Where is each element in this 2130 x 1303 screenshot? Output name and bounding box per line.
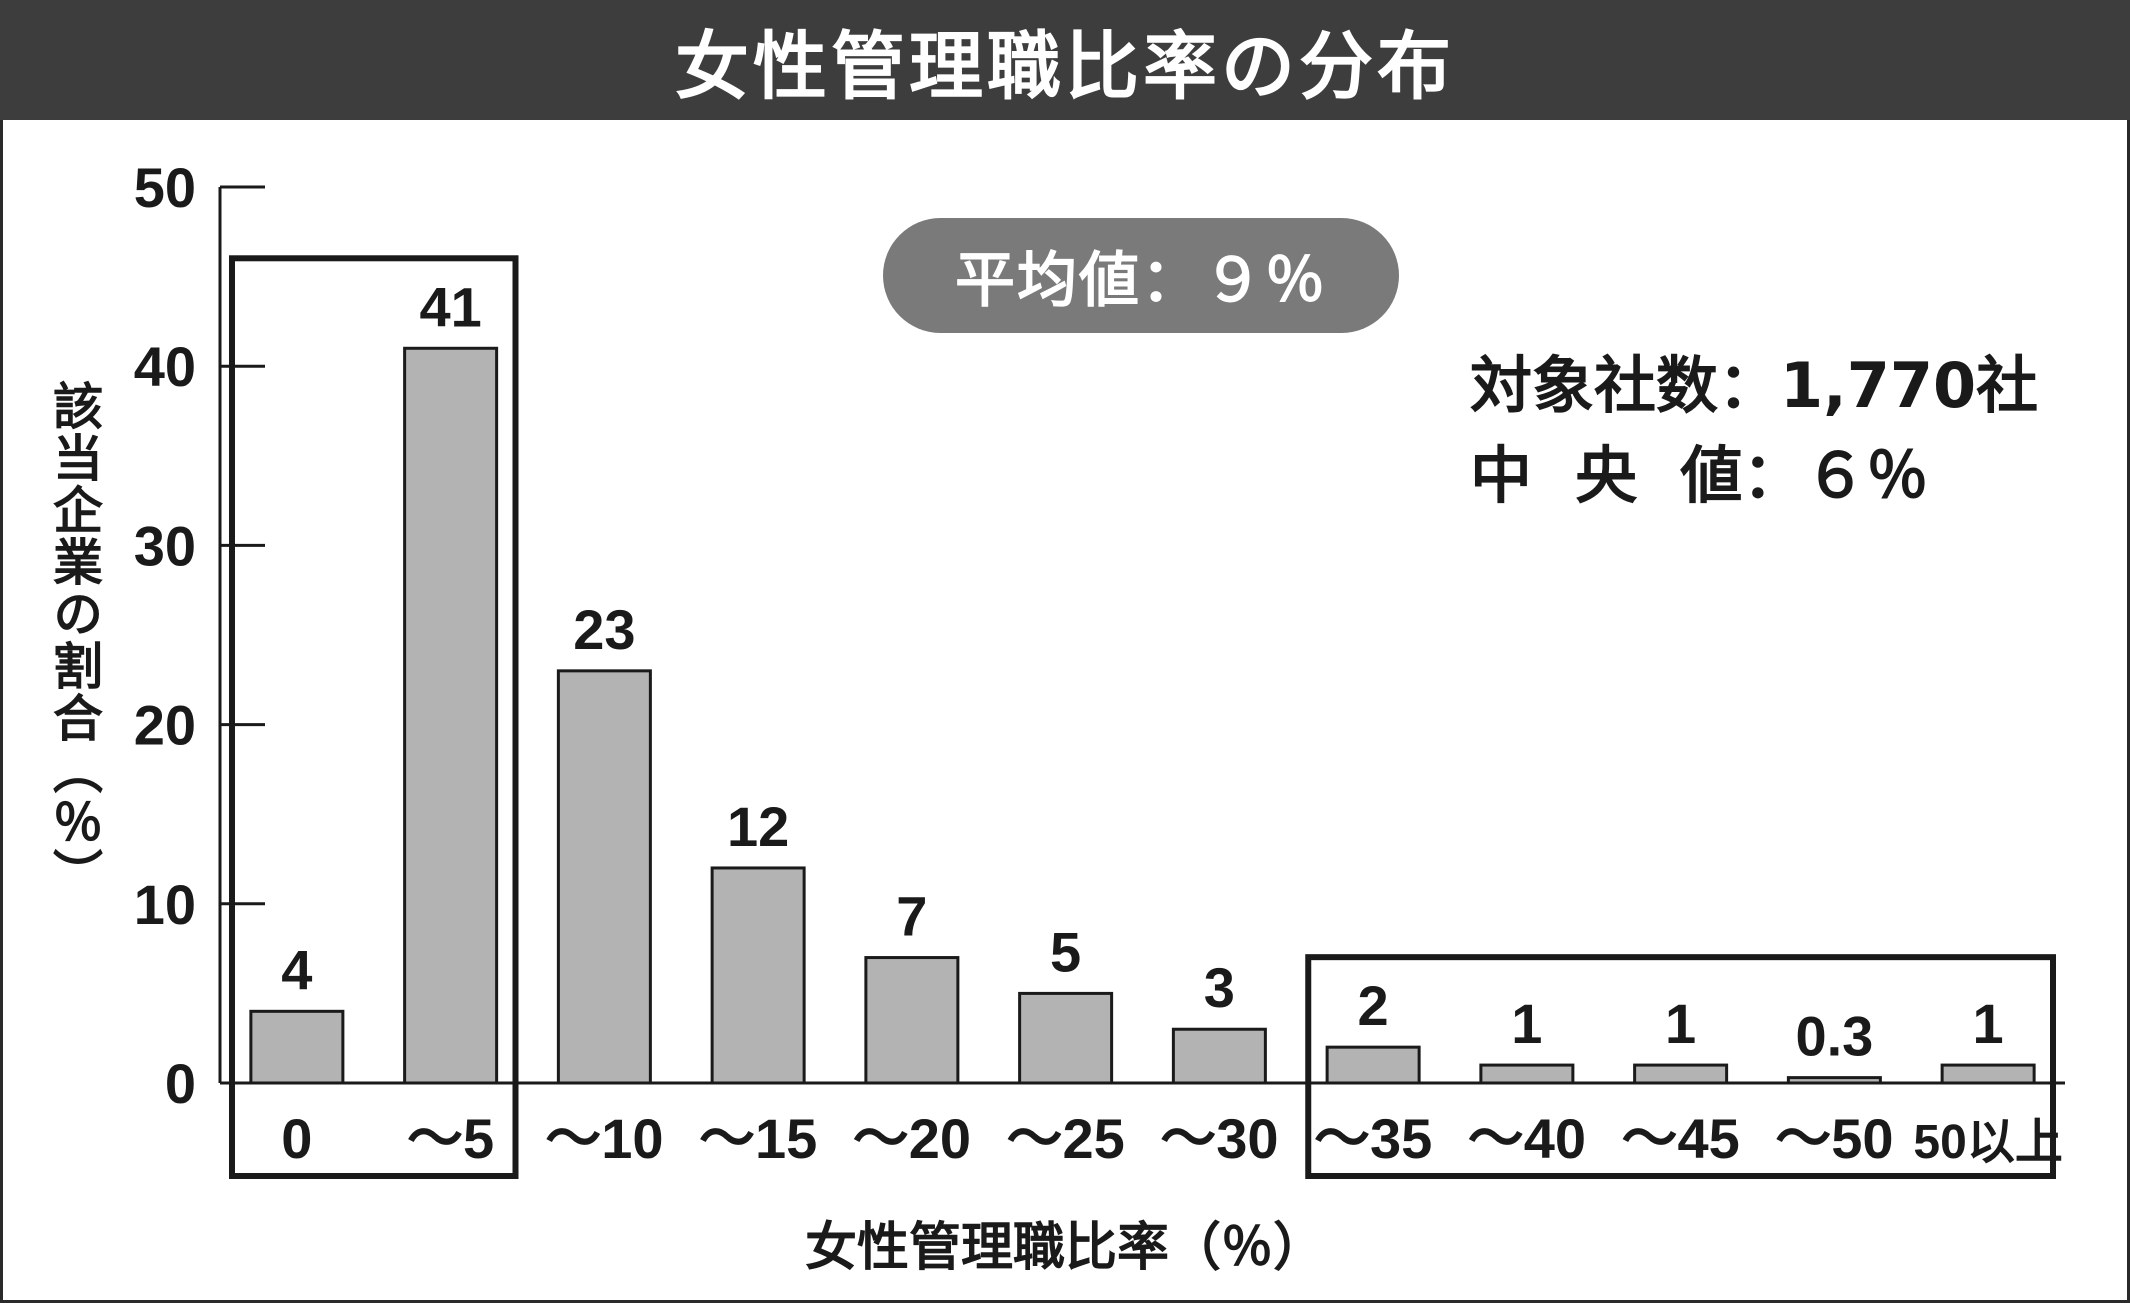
x-tick-label: ～45	[1621, 1107, 1739, 1170]
company-count: 対象社数：1,770社	[1470, 349, 2039, 422]
x-tick-label: 50以上	[1913, 1116, 2062, 1169]
y-tick-label: 40	[134, 335, 196, 398]
highlight-boxes	[229, 255, 2056, 1179]
highlight-box	[1305, 954, 2056, 1179]
average-badge: 平均値：９％	[883, 218, 1399, 333]
bar	[249, 1009, 345, 1085]
highlight-box	[229, 255, 519, 1179]
x-tick-label: ～30	[1160, 1107, 1278, 1170]
x-tick-label: ～10	[545, 1107, 663, 1170]
y-tick-label: 10	[134, 873, 196, 936]
y-tick-label: 20	[134, 694, 196, 757]
bar	[1786, 1076, 1882, 1085]
bar-value-label: 0.3	[1795, 1005, 1873, 1068]
bars	[249, 346, 2036, 1085]
x-tick-label: ～5	[407, 1107, 494, 1170]
bar	[556, 669, 652, 1085]
bar	[1479, 1063, 1575, 1085]
bar	[864, 956, 960, 1085]
x-tick-labels: 0 ～5 ～10 ～15 ～20 ～25 ～30 ～35 ～40 ～45 ～50 50以上	[281, 1107, 2063, 1170]
y-tick-labels: 0 10 20 30 40 50	[134, 156, 196, 1115]
value-labels: 4 41 23 12 7 5 3 2 1 1 0.3 1	[281, 275, 2003, 1067]
bar-value-label: 1	[1511, 992, 1542, 1055]
x-tick-label: ～20	[853, 1107, 971, 1170]
bar	[403, 346, 499, 1085]
bar-value-label: 1	[1973, 992, 2004, 1055]
median-value: 中 央 値：６％	[1470, 439, 1929, 512]
bar-value-label: 7	[896, 885, 927, 948]
bar-value-label: 5	[1050, 920, 1081, 983]
chart-title: 女性管理職比率の分布	[675, 23, 1455, 110]
x-tick-label: ～35	[1314, 1107, 1432, 1170]
x-tick-label: ～50	[1775, 1107, 1893, 1170]
title-bar: 女性管理職比率の分布	[0, 0, 2130, 120]
bar	[1325, 1045, 1421, 1085]
x-tick-label: ～15	[699, 1107, 817, 1170]
y-tick-label: 0	[165, 1052, 196, 1115]
bar	[1940, 1063, 2036, 1085]
bar	[710, 866, 806, 1085]
bar-value-label: 1	[1665, 992, 1696, 1055]
bar-value-label: 23	[573, 598, 635, 661]
bar	[1171, 1027, 1267, 1085]
x-tick-label: 0	[281, 1107, 312, 1170]
bar-value-label: 41	[419, 275, 481, 338]
y-tick-label: 50	[134, 156, 196, 219]
bar-value-label: 2	[1358, 974, 1389, 1037]
average-text: 平均値：９％	[955, 246, 1327, 316]
bar-value-label: 4	[281, 938, 312, 1001]
y-tick-label: 30	[134, 514, 196, 577]
bar-value-label: 3	[1204, 956, 1235, 1019]
bar	[1018, 991, 1114, 1085]
x-axis-label: 女性管理職比率（％）	[804, 1218, 1325, 1278]
x-tick-label: ～25	[1006, 1107, 1124, 1170]
bar-value-label: 12	[727, 795, 789, 858]
y-axis-label: 該当企業の割合（％）	[45, 380, 103, 900]
x-tick-label: ～40	[1468, 1107, 1586, 1170]
bar	[1633, 1063, 1729, 1085]
